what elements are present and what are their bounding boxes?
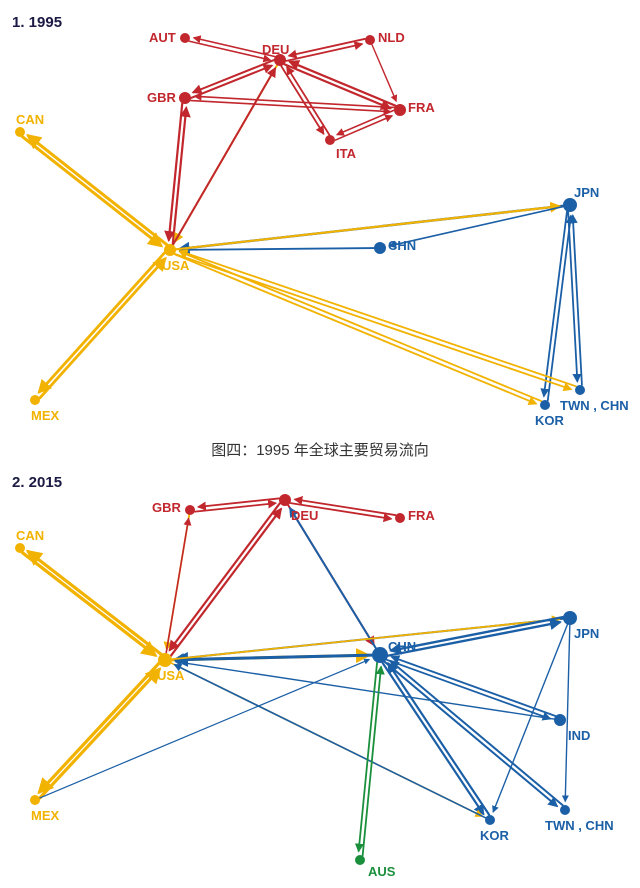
node-label-jpn: JPN	[574, 185, 599, 200]
node-label-nld: NLD	[378, 30, 405, 45]
node-label-aus: AUS	[368, 864, 395, 879]
node-label-kor: KOR	[480, 828, 509, 843]
node-label-ita: ITA	[336, 146, 356, 161]
node-label-usa: USA	[157, 668, 184, 683]
node-label-fra: FRA	[408, 100, 435, 115]
node-label-twn: TWN , CHN	[560, 398, 629, 413]
node-label-aut: AUT	[149, 30, 176, 45]
panel-title-p1995: 1. 1995	[12, 14, 62, 31]
node-label-mex: MEX	[31, 808, 59, 823]
node-label-ind: IND	[568, 728, 590, 743]
figure-caption: 图四：1995 年全球主要贸易流向	[0, 439, 640, 460]
node-label-deu: DEU	[291, 508, 318, 523]
node-label-can: CAN	[16, 112, 44, 127]
node-label-gbr: GBR	[147, 90, 176, 105]
node-label-jpn: JPN	[574, 626, 599, 641]
node-label-usa: USA	[162, 258, 189, 273]
node-label-fra: FRA	[408, 508, 435, 523]
node-label-deu: DEU	[262, 42, 289, 57]
node-label-chn: CHN	[388, 238, 416, 253]
node-label-kor: KOR	[535, 413, 564, 428]
node-label-gbr: GBR	[152, 500, 181, 515]
node-label-chn: CHN	[388, 639, 416, 654]
node-label-twn: TWN , CHN	[545, 818, 614, 833]
panel-title-p2015: 2. 2015	[12, 474, 62, 491]
node-label-mex: MEX	[31, 408, 59, 423]
node-label-can: CAN	[16, 528, 44, 543]
